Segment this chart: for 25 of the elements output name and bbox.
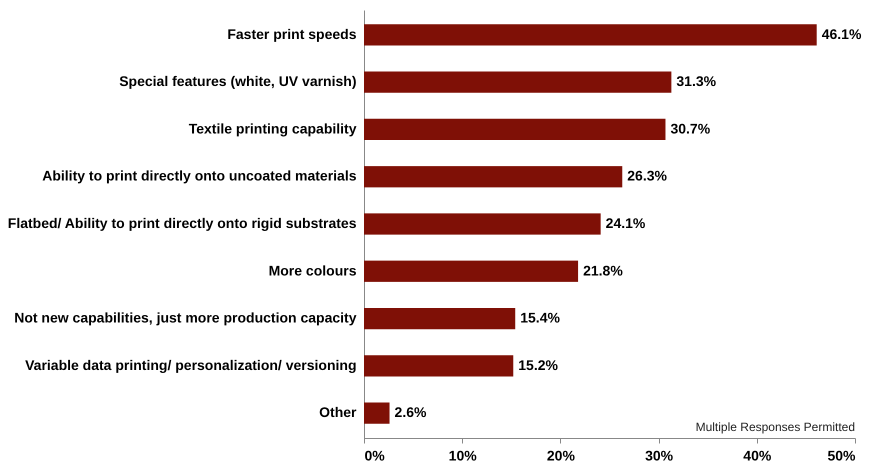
x-tick-label: 40%	[743, 448, 772, 464]
y-tick-label: More colours	[268, 262, 357, 278]
y-tick-label: Not new capabilities, just more production capacity	[14, 310, 357, 326]
x-tick-label: 10%	[448, 448, 478, 464]
y-tick-label: Special features (white, UV varnish)	[119, 73, 356, 90]
data-label: 31.3%	[676, 73, 717, 90]
x-tick-label: 30%	[645, 448, 674, 464]
y-tick-label: Faster print speeds	[227, 26, 357, 42]
data-label: 21.8%	[583, 262, 624, 278]
data-label: 24.1%	[606, 215, 646, 231]
x-tick-label: 50%	[827, 448, 856, 464]
data-label: 26.3%	[627, 168, 668, 184]
y-tick-label: Variable data printing/ personalization/ versioning	[25, 356, 356, 373]
data-label: 15.4%	[520, 310, 560, 326]
y-tick-label: Other	[319, 404, 358, 420]
data-label: 15.2%	[518, 356, 559, 373]
y-tick-label: Flatbed/ Ability to print directly onto rigid substrates	[8, 215, 357, 231]
y-tick-label: Ability to print directly onto uncoated materials	[42, 168, 357, 184]
data-label: 30.7%	[670, 120, 711, 136]
data-label: 2.6%	[394, 404, 427, 420]
x-tick-label: 20%	[546, 448, 576, 464]
annotation: Multiple Responses Permitted	[696, 420, 855, 434]
x-tick-label: 0%	[364, 448, 386, 464]
data-label: 46.1%	[822, 26, 862, 42]
y-tick-label: Textile printing capability	[188, 120, 357, 136]
